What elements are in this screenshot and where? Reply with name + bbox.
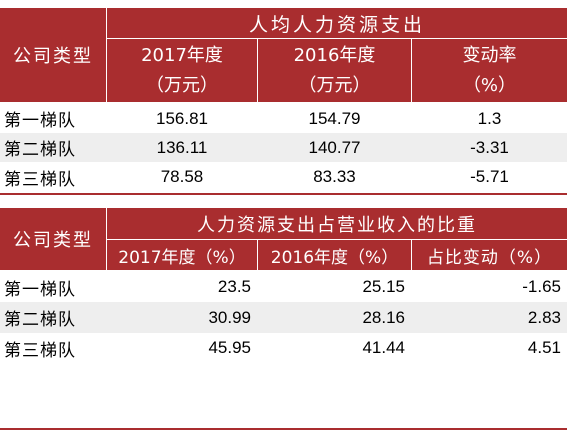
value-2016: 25.15 bbox=[258, 272, 411, 302]
table1-bottom-rule bbox=[0, 193, 567, 195]
table2-col-2016: 2016年度（%） bbox=[258, 240, 411, 270]
table1-group-header: 人均人力资源支出 bbox=[107, 8, 567, 38]
value-change: -3.31 bbox=[412, 133, 567, 162]
value-change: 4.51 bbox=[412, 333, 567, 363]
value-change: -5.71 bbox=[412, 162, 567, 192]
table1-col-change: 变动率 （%） bbox=[412, 39, 567, 102]
table1-col-2017: 2017年度 （万元） bbox=[107, 39, 257, 102]
value-2016: 140.77 bbox=[258, 133, 411, 162]
table2-row-header: 公司类型 bbox=[0, 208, 106, 270]
value-2016: 83.33 bbox=[258, 162, 411, 192]
value-2017: 78.58 bbox=[107, 162, 257, 192]
value-change: 2.83 bbox=[412, 302, 567, 333]
value-2017: 156.81 bbox=[107, 104, 257, 133]
table1-row-header: 公司类型 bbox=[0, 8, 106, 102]
value-2016: 154.79 bbox=[258, 104, 411, 133]
row-label: 第二梯队 bbox=[0, 133, 106, 162]
row-label: 第三梯队 bbox=[0, 333, 106, 363]
table1-col-2016: 2016年度 （万元） bbox=[258, 39, 411, 102]
value-2017: 136.11 bbox=[107, 133, 257, 162]
row-label: 第二梯队 bbox=[0, 302, 106, 333]
table2-col-change: 占比变动（%） bbox=[412, 240, 567, 270]
row-label: 第三梯队 bbox=[0, 162, 106, 192]
table2-group-header: 人力资源支出占营业收入的比重 bbox=[107, 208, 567, 239]
row-label: 第一梯队 bbox=[0, 272, 106, 302]
value-change: 1.3 bbox=[412, 104, 567, 133]
page-bottom-rule bbox=[0, 428, 567, 430]
value-2017: 30.99 bbox=[107, 302, 257, 333]
value-2016: 28.16 bbox=[258, 302, 411, 333]
table2-col-2017: 2017年度（%） bbox=[107, 240, 257, 270]
value-change: -1.65 bbox=[412, 272, 567, 302]
row-label: 第一梯队 bbox=[0, 104, 106, 133]
value-2017: 45.95 bbox=[107, 333, 257, 363]
value-2017: 23.5 bbox=[107, 272, 257, 302]
value-2016: 41.44 bbox=[258, 333, 411, 363]
